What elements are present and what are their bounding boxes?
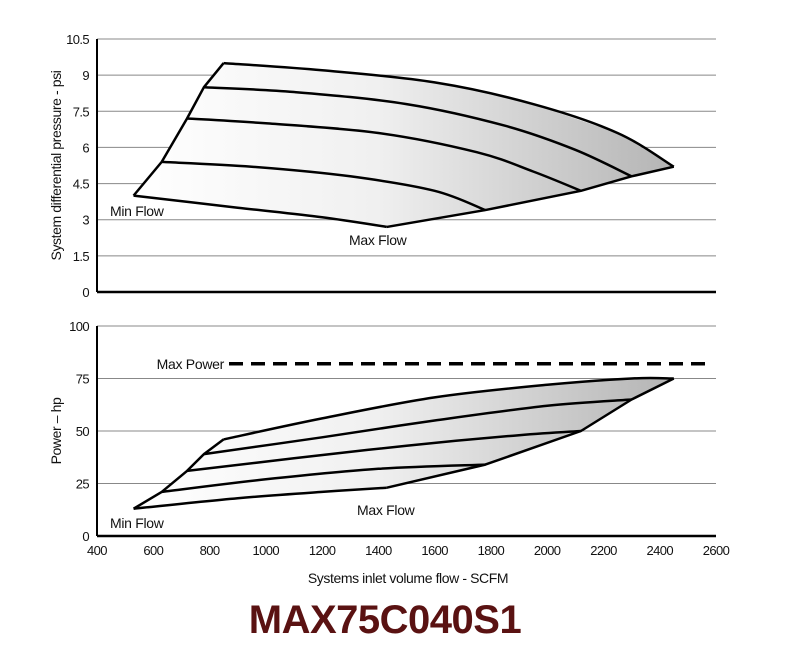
x-tick-label: 1200 [309,543,336,558]
y-tick-label: 4.5 [73,177,90,192]
x-axis-title: Systems inlet volume flow - SCFM [308,570,508,586]
y-tick-label: 1.5 [73,249,90,264]
y-tick-label: 50 [76,424,90,439]
power-chart: 0 25 50 75 100 400 600 800 1000 1200 1400 1600 1800 2… [48,319,730,586]
model-title: MAX75C040S1 [248,598,522,642]
speed-curve-4 [203,398,632,456]
speed-curve-2 [161,463,486,494]
y-tick-label: 10.5 [66,32,89,47]
x-tick-label: 800 [200,543,220,558]
operating-envelope-fill [133,63,674,227]
x-tick-label: 1600 [421,543,448,558]
max-flow-label: Max Flow [349,232,408,248]
x-tick-label: 2600 [703,543,730,558]
min-flow-label: Min Flow [110,203,165,219]
y-tick-label: 100 [69,319,89,334]
speed-curve-1 [133,486,387,510]
speed-curve-5 [223,376,674,441]
max-flow-label: Max Flow [357,502,416,518]
speed-curve-3 [186,429,581,473]
y-tick-label: 0 [82,529,89,544]
x-tick-label: 1800 [478,543,505,558]
x-tick-label: 2400 [646,543,673,558]
y-tick-label: 6 [82,140,89,155]
y-tick-label: 75 [76,372,90,387]
y-tick-label: 9 [82,68,89,83]
y-tick-label: 3 [82,213,89,228]
y-axis-title: Power – hp [48,397,64,464]
speed-curve-4 [203,85,633,178]
y-axis-title: System differential pressure - psi [48,70,64,260]
speed-curve-3 [186,117,582,192]
speed-curve-1 [133,194,387,229]
operating-envelope-fill [133,378,674,509]
min-flow-label: Min Flow [110,515,165,531]
y-tick-label: 25 [76,477,90,492]
x-tick-label: 600 [143,543,163,558]
x-tick-label: 400 [87,543,107,558]
x-tick-label: 2000 [534,543,561,558]
max-flow-boundary [386,165,675,229]
y-tick-label: 7.5 [73,104,90,119]
speed-curve-5 [223,61,675,168]
pressure-chart: 0 1.5 3 4.5 6 7.5 9 10.5 System differential pre… [48,32,716,300]
x-tick-label: 1000 [253,543,280,558]
y-tick-label: 0 [82,285,89,300]
speed-curve-2 [161,160,486,212]
x-tick-label: 1400 [365,543,392,558]
max-power-label: Max Power [157,356,225,372]
max-flow-boundary [386,377,675,489]
x-tick-label: 2200 [590,543,617,558]
